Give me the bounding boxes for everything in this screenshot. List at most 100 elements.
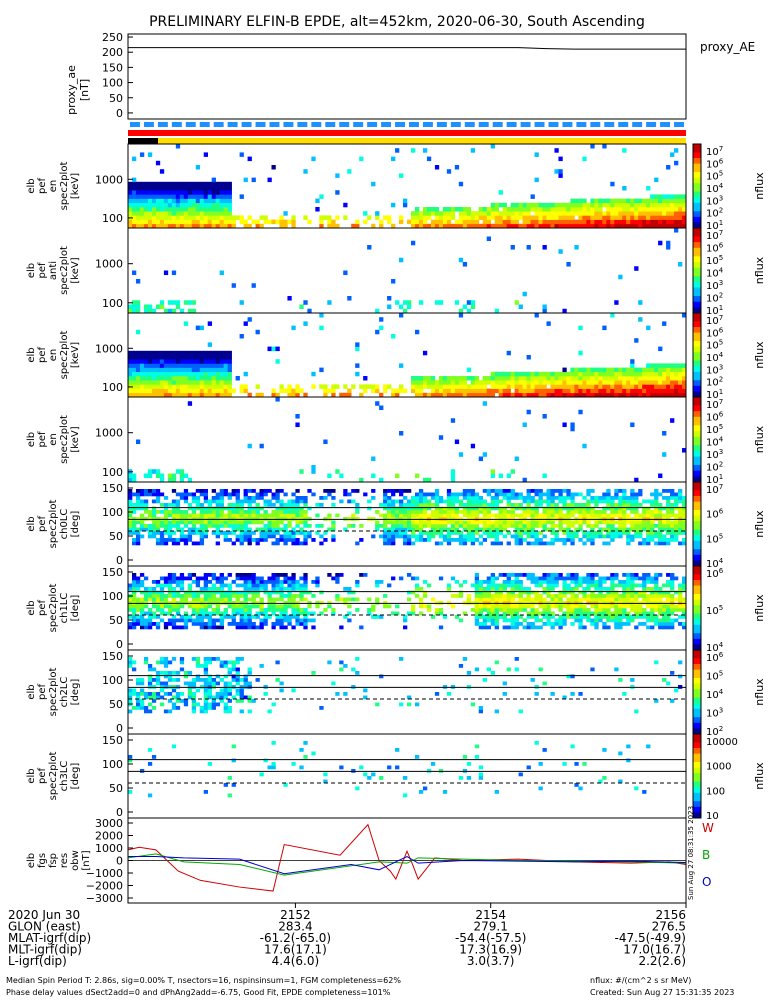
heatmap-cell [462, 219, 468, 225]
heatmap-cell [199, 489, 205, 493]
heatmap-cell [207, 587, 212, 591]
heatmap-cell [494, 618, 499, 623]
heatmap-cell [227, 492, 232, 497]
heatmap-cell [550, 380, 555, 385]
heatmap-cell [191, 388, 197, 394]
heatmap-cell [658, 219, 663, 225]
heatmap-cell [167, 219, 173, 225]
heatmap-cell [383, 513, 388, 518]
heatmap-cell [151, 211, 157, 216]
heatmap-cell [598, 594, 603, 598]
heatmap-cell [630, 608, 635, 612]
heatmap-cell [215, 527, 220, 532]
heatmap-cell [662, 513, 667, 518]
heatmap-cell [215, 198, 220, 204]
heatmap-cell [128, 211, 133, 216]
heatmap-cell [470, 304, 476, 310]
heatmap-cell [271, 527, 276, 532]
heatmap-cell [227, 520, 232, 525]
heatmap-cell [247, 527, 252, 532]
heatmap-cell [414, 388, 420, 394]
heatmap-cell [307, 506, 312, 511]
heatmap-cell [586, 594, 591, 598]
heatmap-cell [243, 604, 248, 609]
heatmap-cell [179, 531, 185, 535]
heatmap-cell [614, 534, 619, 539]
heatmap-cell [646, 325, 651, 331]
heatmap-cell [191, 524, 197, 528]
heatmap-cell [331, 392, 336, 398]
heatmap-cell [526, 625, 531, 630]
heatmap-cell [139, 597, 145, 602]
heatmap-cell [534, 520, 539, 525]
heatmap-cell [187, 363, 193, 368]
heatmap-cell [267, 489, 272, 493]
heatmap-cell [502, 527, 507, 532]
heatmap-cell [498, 215, 503, 220]
heatmap-cell [498, 376, 503, 381]
heatmap-cell [275, 520, 280, 525]
heatmap-cell [566, 506, 571, 511]
heatmap-cell [383, 594, 388, 598]
heatmap-cell [630, 388, 635, 394]
heatmap-cell [682, 392, 687, 398]
heatmap-cell [175, 367, 181, 373]
heatmap-cell [135, 376, 141, 381]
heatmap-cell [454, 527, 460, 532]
heatmap-cell [219, 376, 224, 381]
heatmap-cell [267, 520, 272, 525]
heatmap-cell [227, 510, 232, 514]
heatmap-cell [458, 541, 464, 546]
heatmap-cell [151, 594, 157, 598]
heatmap-cell [446, 169, 452, 174]
heatmap-cell [602, 392, 607, 398]
heatmap-cell [243, 608, 248, 612]
heatmap-cell [426, 492, 432, 497]
heatmap-cell [323, 496, 328, 500]
heatmap-cell [666, 611, 671, 616]
heatmap-cell [219, 388, 224, 394]
heatmap-cell [502, 580, 507, 584]
heatmap-cell [211, 371, 216, 377]
heatmap-cell [630, 520, 635, 525]
heatmap-cell [347, 388, 352, 394]
heatmap-cell [307, 604, 312, 609]
heatmap-cell [199, 325, 205, 331]
heatmap-cell [522, 608, 527, 612]
y-tick-label: 100 [102, 381, 123, 394]
heatmap-cell [203, 531, 209, 535]
heatmap-cell [630, 492, 635, 497]
heatmap-cell [602, 384, 607, 389]
heatmap-cell [534, 313, 539, 318]
heatmap-cell [674, 198, 679, 204]
heatmap-cell [179, 625, 185, 630]
heatmap-cell [175, 524, 181, 528]
heatmap-cell [303, 513, 308, 518]
heatmap-cell [542, 308, 547, 314]
heatmap-cell [662, 215, 667, 220]
heatmap-cell [554, 503, 559, 507]
heatmap-cell [195, 359, 201, 364]
heatmap-cell [554, 388, 559, 394]
heatmap-cell [347, 492, 352, 497]
heatmap-cell [502, 611, 507, 616]
status-segment [646, 122, 657, 127]
colorbar-segment [693, 242, 701, 246]
heatmap-cell [530, 392, 535, 398]
heatmap-cell [674, 194, 679, 199]
heatmap-cell [251, 604, 256, 609]
colorbar-segment [693, 188, 701, 193]
heatmap-cell [159, 520, 165, 525]
heatmap-cell [163, 597, 169, 602]
heatmap-cell [207, 524, 212, 528]
heatmap-cell [530, 499, 535, 504]
heatmap-cell [295, 506, 300, 511]
heatmap-cell [239, 524, 244, 528]
heatmap-cell [566, 583, 571, 588]
heatmap-cell [454, 223, 460, 229]
heatmap-cell [486, 503, 491, 507]
heatmap-cell [299, 510, 304, 514]
heatmap-cell [630, 604, 635, 609]
heatmap-cell [462, 513, 468, 518]
colorbar-segment [693, 493, 701, 497]
